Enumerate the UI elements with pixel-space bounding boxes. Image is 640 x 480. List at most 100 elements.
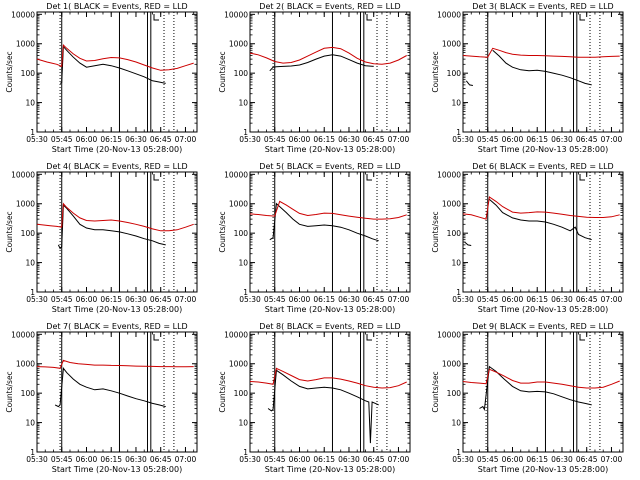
y-tick-label: 100 [447,229,462,238]
y-tick-label: 10000 [224,330,248,339]
x-tick-label: 06:15 [313,295,335,304]
x-tick-label: 06:45 [150,455,172,464]
chart-title: Det 7( BLACK = Events, RED = LLD [46,322,187,331]
bracket-mark [579,334,586,341]
series-events-line [464,199,592,246]
x-axis-label: Start Time (20-Nov-13 05:28:00) [478,305,608,314]
chart-title: Det 3( BLACK = Events, RED = LLD [472,2,613,11]
y-tick-label: 1000 [16,200,35,209]
bracket-mark [366,334,373,341]
y-tick-label: 100 [447,389,462,398]
x-axis-label: Start Time (20-Nov-13 05:28:00) [478,465,608,474]
x-tick-label: 06:00 [502,455,524,464]
x-tick-label: 06:00 [76,295,98,304]
y-axis-label: Counts/sec [431,371,440,412]
x-axis-label: Start Time (20-Nov-13 05:28:00) [52,145,182,154]
y-tick-label: 10000 [437,10,461,19]
chart-panel-9: Det 9( BLACK = Events, RED = LLD 1 10 100 10… [431,322,624,474]
bracket-mark [366,14,373,21]
x-tick-label: 06:45 [363,455,385,464]
y-tick-label: 10000 [11,330,35,339]
series-lld-line [249,367,407,389]
plot-frame [462,171,624,293]
y-tick-label: 1 [30,128,35,137]
x-tick-label: 05:45 [477,455,499,464]
x-tick-label: 07:00 [601,135,623,144]
y-tick-label: 10 [451,419,461,428]
x-tick-label: 05:30 [239,135,261,144]
y-tick-label: 100 [234,229,249,238]
x-tick-label: 07:00 [388,135,410,144]
x-tick-label: 06:45 [576,295,598,304]
y-tick-label: 1000 [442,200,461,209]
x-tick-label: 06:15 [526,135,548,144]
plot-frame [249,171,411,293]
y-tick-label: 100 [447,69,462,78]
series-events-line [465,49,592,86]
y-tick-label: 1000 [229,360,248,369]
x-tick-label: 06:30 [338,295,360,304]
series-lld-line [462,368,620,389]
y-tick-label: 10 [451,99,461,108]
y-tick-label: 10000 [224,10,248,19]
x-tick-label: 06:15 [100,295,122,304]
bracket-mark [366,174,373,181]
plot-frame [462,11,624,133]
y-tick-label: 10 [238,259,248,268]
x-axis-label: Start Time (20-Nov-13 05:28:00) [52,305,182,314]
chart-panel-3: Det 3( BLACK = Events, RED = LLD 1 10 100 10… [431,2,624,154]
x-tick-label: 06:15 [526,455,548,464]
x-axis-label: Start Time (20-Nov-13 05:28:00) [265,465,395,474]
plot-frame [462,331,624,453]
y-tick-label: 1000 [16,360,35,369]
plot-frame [36,11,198,133]
x-tick-label: 06:30 [551,455,573,464]
y-tick-label: 1 [456,128,461,137]
x-tick-label: 06:15 [100,135,122,144]
x-tick-label: 06:15 [526,295,548,304]
y-tick-label: 1 [243,128,248,137]
x-tick-label: 07:00 [601,295,623,304]
x-tick-label: 06:45 [150,135,172,144]
chart-title: Det 8( BLACK = Events, RED = LLD [259,322,400,331]
x-tick-label: 06:45 [363,295,385,304]
y-tick-label: 1 [30,288,35,297]
y-tick-label: 100 [21,389,36,398]
x-axis-label: Start Time (20-Nov-13 05:28:00) [52,465,182,474]
x-tick-label: 05:45 [51,455,73,464]
plot-frame [36,331,198,453]
y-tick-label: 1 [456,288,461,297]
x-tick-label: 05:30 [452,455,474,464]
y-tick-label: 10 [238,419,248,428]
y-tick-label: 10000 [437,170,461,179]
y-axis-label: Counts/sec [5,371,14,412]
x-tick-label: 06:30 [551,295,573,304]
series-lld-line [462,47,620,58]
x-tick-label: 05:45 [51,135,73,144]
x-tick-label: 05:30 [26,135,48,144]
chart-panel-6: Det 6( BLACK = Events, RED = LLD 1 10 100 10… [431,162,624,314]
y-tick-label: 10 [25,419,35,428]
bracket-mark [153,14,160,21]
x-tick-label: 06:30 [125,455,147,464]
y-tick-label: 10 [25,259,35,268]
chart-title: Det 6( BLACK = Events, RED = LLD [472,162,613,171]
x-tick-label: 05:45 [477,295,499,304]
x-tick-label: 05:30 [452,135,474,144]
x-tick-label: 06:30 [125,135,147,144]
x-tick-label: 06:45 [576,455,598,464]
chart-panel-4: Det 4( BLACK = Events, RED = LLD 1 10 100 10… [5,162,198,314]
x-tick-label: 06:00 [289,135,311,144]
x-tick-label: 07:00 [175,135,197,144]
y-tick-label: 1000 [229,40,248,49]
x-tick-label: 05:30 [452,295,474,304]
series-events-line [269,202,379,242]
x-tick-label: 05:45 [477,135,499,144]
series-events-line [54,366,166,408]
x-tick-label: 05:45 [264,135,286,144]
x-tick-label: 07:00 [175,455,197,464]
x-tick-label: 06:30 [551,135,573,144]
y-tick-label: 1000 [442,40,461,49]
series-events-line [269,54,374,72]
y-axis-label: Counts/sec [431,51,440,92]
